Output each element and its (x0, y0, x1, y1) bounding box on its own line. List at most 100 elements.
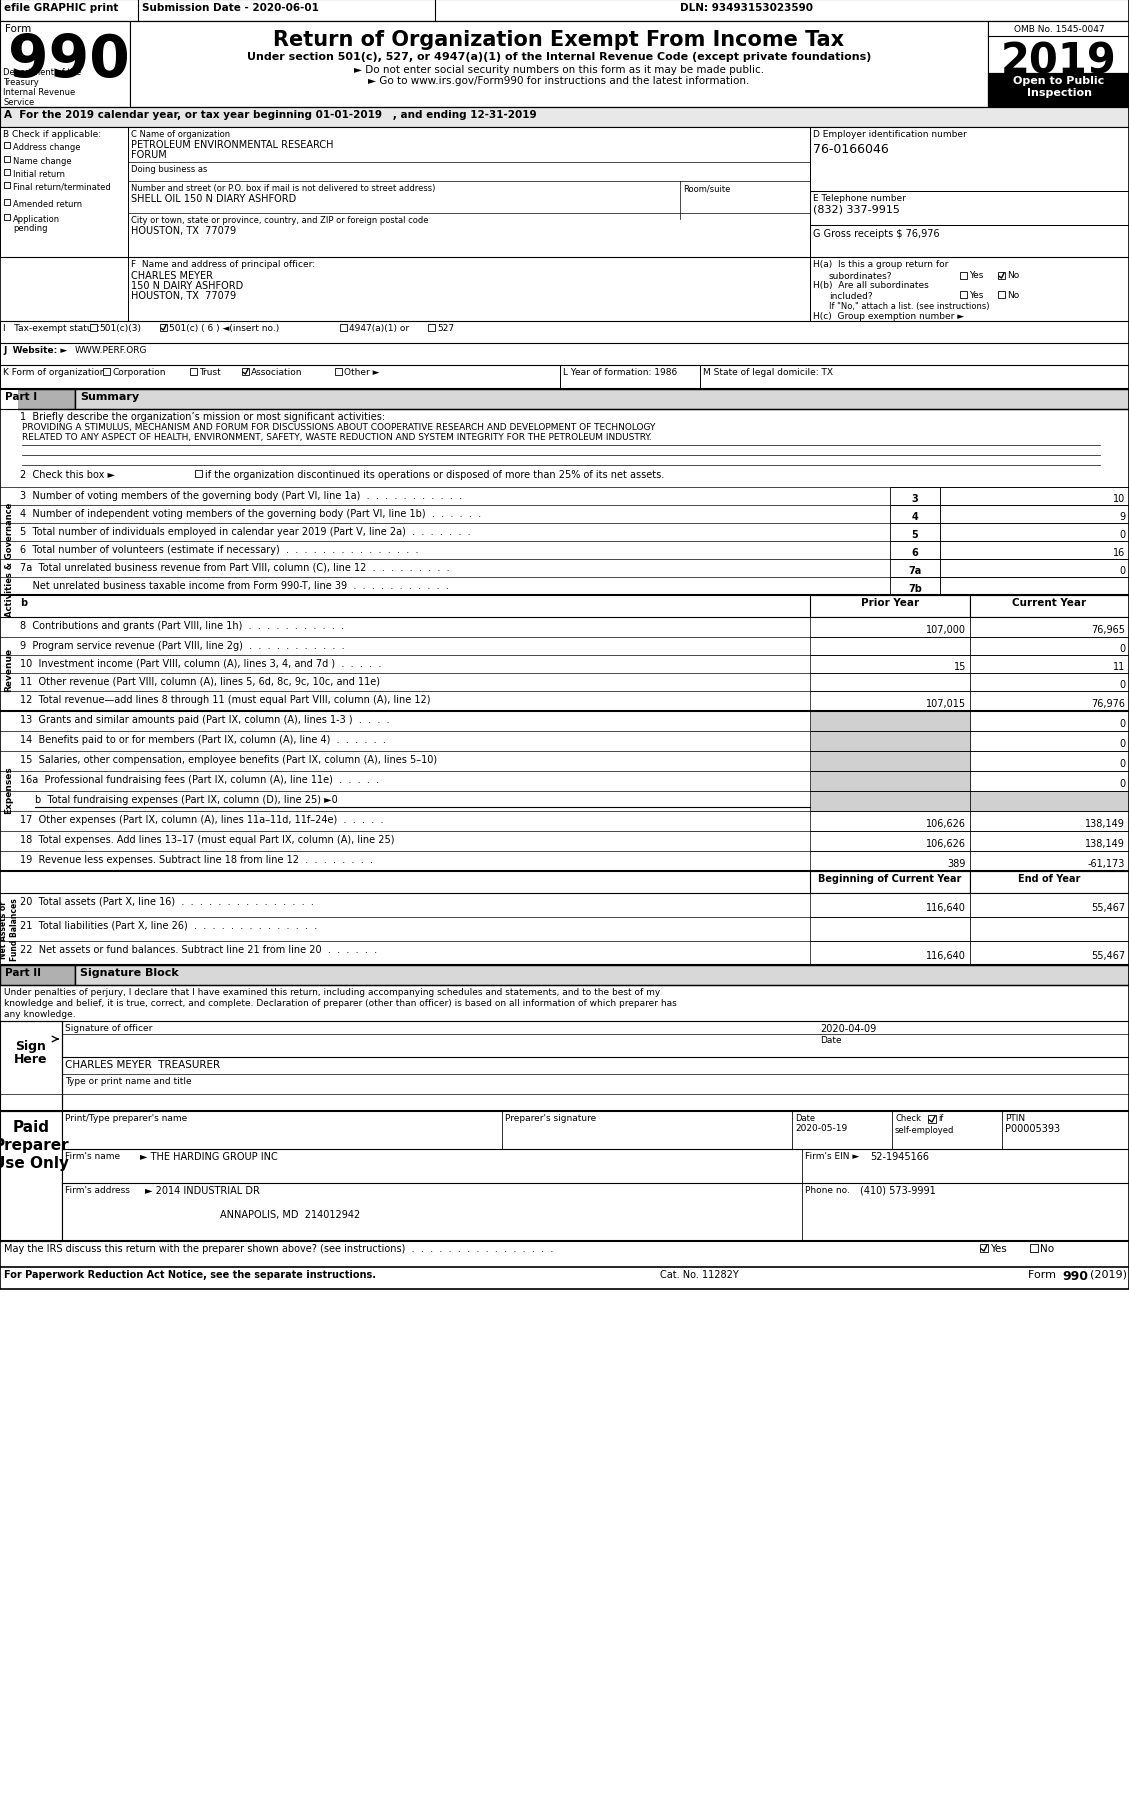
Bar (809, 618, 970, 638)
Bar (970, 941, 1129, 965)
Bar (809, 831, 970, 851)
Text: HOUSTON, TX  77079: HOUSTON, TX 77079 (131, 291, 236, 300)
Bar (0, 343, 1129, 365)
Text: Current Year: Current Year (1013, 598, 1086, 607)
Text: 13  Grants and similar amounts paid (Part IX, column (A), lines 1-3 )  .  .  .  : 13 Grants and similar amounts paid (Part… (20, 714, 390, 725)
Text: Part II: Part II (5, 967, 41, 978)
Text: M State of legal domicile: TX: M State of legal domicile: TX (703, 369, 833, 378)
Text: Trust: Trust (199, 369, 221, 378)
Text: Inspection: Inspection (1026, 89, 1092, 98)
Text: efile GRAPHIC print: efile GRAPHIC print (5, 4, 119, 13)
Text: 116,640: 116,640 (926, 902, 966, 913)
Text: 2020-05-19: 2020-05-19 (795, 1124, 847, 1133)
Bar (809, 791, 970, 811)
Bar (970, 752, 1129, 772)
Bar (940, 524, 1129, 542)
Text: D Employer identification number: D Employer identification number (813, 130, 966, 139)
Text: 19  Revenue less expenses. Subtract line 18 from line 12  .  .  .  .  .  .  .  .: 19 Revenue less expenses. Subtract line … (20, 855, 373, 864)
Text: Association: Association (251, 369, 303, 378)
Text: Revenue: Revenue (5, 647, 14, 692)
Text: H(c)  Group exemption number ►: H(c) Group exemption number ► (813, 313, 964, 322)
Bar (502, 1111, 793, 1149)
Bar (809, 596, 970, 618)
Text: (832) 337-9915: (832) 337-9915 (813, 204, 900, 213)
Text: OMB No. 1545-0047: OMB No. 1545-0047 (1014, 25, 1104, 34)
Bar (809, 712, 970, 732)
Bar (892, 1111, 1003, 1149)
Text: ► 2014 INDUSTRIAL DR: ► 2014 INDUSTRIAL DR (145, 1185, 260, 1196)
Bar (62, 1111, 502, 1149)
Text: Department of the: Department of the (3, 69, 81, 78)
Bar (809, 128, 1129, 192)
Text: 10  Investment income (Part VIII, column (A), lines 3, 4, and 7d )  .  .  .  .  : 10 Investment income (Part VIII, column … (20, 658, 382, 669)
Text: 106,626: 106,626 (926, 838, 966, 849)
Text: ► THE HARDING GROUP INC: ► THE HARDING GROUP INC (140, 1151, 278, 1162)
Bar (960, 293, 968, 298)
Text: H(a)  Is this a group return for: H(a) Is this a group return for (813, 260, 948, 269)
Bar (809, 752, 970, 772)
Text: P00005393: P00005393 (1005, 1124, 1060, 1133)
Text: No: No (1007, 271, 1019, 280)
Text: 527: 527 (437, 323, 454, 332)
Bar (809, 258, 1129, 322)
Bar (890, 578, 940, 596)
Bar (988, 22, 1129, 108)
Text: K Form of organization:: K Form of organization: (3, 369, 108, 378)
Text: No: No (1007, 291, 1019, 300)
Text: H(b)  Are all subordinates: H(b) Are all subordinates (813, 280, 929, 289)
Text: 9: 9 (1119, 511, 1124, 522)
Bar (5, 143, 10, 148)
Text: 6: 6 (911, 548, 918, 558)
Bar (960, 273, 968, 280)
Text: 55,467: 55,467 (1091, 902, 1124, 913)
Text: 4947(a)(1) or: 4947(a)(1) or (349, 323, 409, 332)
Text: Open to Public: Open to Public (1014, 76, 1104, 87)
Text: 55,467: 55,467 (1091, 950, 1124, 961)
Text: 18  Total expenses. Add lines 13–17 (must equal Part IX, column (A), line 25): 18 Total expenses. Add lines 13–17 (must… (20, 835, 394, 844)
Bar (970, 851, 1129, 871)
Text: 15  Salaries, other compensation, employee benefits (Part IX, column (A), lines : 15 Salaries, other compensation, employe… (20, 755, 437, 764)
Bar (890, 542, 940, 560)
Text: If "No," attach a list. (see instructions): If "No," attach a list. (see instruction… (829, 302, 989, 311)
Bar (940, 578, 1129, 596)
Text: Type or print name and title: Type or print name and title (65, 1077, 192, 1086)
Text: G Gross receipts $ 76,976: G Gross receipts $ 76,976 (813, 229, 939, 239)
Bar (970, 893, 1129, 918)
Bar (340, 325, 347, 332)
Text: Phone no.: Phone no. (805, 1185, 850, 1194)
Text: 76,976: 76,976 (1091, 699, 1124, 708)
Text: 52-1945166: 52-1945166 (870, 1151, 929, 1162)
Bar (195, 472, 202, 477)
Bar (970, 918, 1129, 941)
Bar (130, 22, 988, 108)
Text: Yes: Yes (969, 271, 983, 280)
Text: Here: Here (15, 1052, 47, 1066)
Bar (970, 638, 1129, 656)
Text: Service: Service (3, 98, 34, 107)
Bar (809, 226, 1129, 258)
Text: Address change: Address change (14, 143, 80, 152)
Text: 106,626: 106,626 (926, 819, 966, 829)
Text: Form: Form (1029, 1269, 1060, 1279)
Text: City or town, state or province, country, and ZIP or foreign postal code: City or town, state or province, country… (131, 215, 429, 224)
Bar (970, 811, 1129, 831)
Text: WWW.PERF.ORG: WWW.PERF.ORG (75, 345, 148, 354)
Text: Final return/terminated: Final return/terminated (14, 183, 111, 192)
Bar (970, 772, 1129, 791)
Text: Number and street (or P.O. box if mail is not delivered to street address): Number and street (or P.O. box if mail i… (131, 184, 436, 193)
Text: 3: 3 (911, 493, 918, 504)
Text: 9  Program service revenue (Part VIII, line 2g)  .  .  .  .  .  .  .  .  .  .  .: 9 Program service revenue (Part VIII, li… (20, 641, 344, 651)
Bar (0, 390, 75, 410)
Text: Yes: Yes (969, 291, 983, 300)
Bar (802, 1184, 1129, 1241)
Bar (928, 1115, 936, 1124)
Text: Name change: Name change (14, 157, 71, 166)
Text: 16a  Professional fundraising fees (Part IX, column (A), line 11e)  .  .  .  .  : 16a Professional fundraising fees (Part … (20, 775, 379, 784)
Bar (809, 674, 970, 692)
Bar (970, 656, 1129, 674)
Text: 10: 10 (1113, 493, 1124, 504)
Text: I   Tax-exempt status:: I Tax-exempt status: (3, 323, 100, 332)
Text: E Telephone number: E Telephone number (813, 193, 905, 202)
Bar (242, 369, 250, 376)
Bar (0, 1021, 62, 1111)
